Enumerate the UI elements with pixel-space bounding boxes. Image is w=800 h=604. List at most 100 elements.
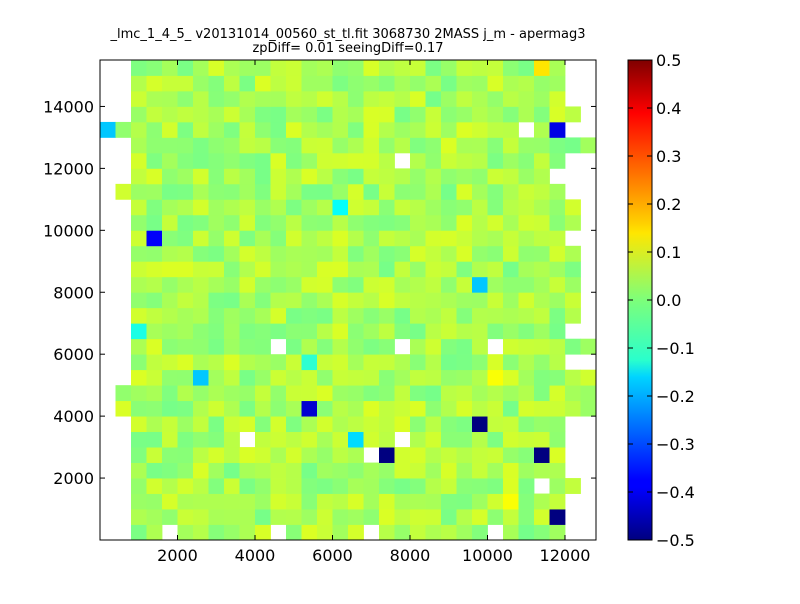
heatmap-cell	[115, 121, 132, 138]
heatmap-cell	[162, 462, 178, 479]
x-tick-label: 10000	[462, 546, 513, 565]
heatmap-cell	[425, 199, 442, 216]
heatmap-cell	[162, 75, 178, 92]
heatmap-cell	[208, 385, 225, 402]
heatmap-cell	[177, 478, 194, 494]
heatmap-cell	[208, 183, 225, 200]
heatmap-cell	[162, 152, 178, 169]
heatmap-cell	[193, 292, 209, 309]
heatmap-cell	[394, 121, 411, 138]
x-axis: 2000 4000 6000 8000 10000 12000	[157, 60, 590, 565]
heatmap-cell	[456, 493, 473, 510]
heatmap-cell	[131, 400, 147, 417]
heatmap-cell	[131, 354, 147, 371]
heatmap-cell	[193, 447, 209, 463]
heatmap-cell	[193, 385, 209, 402]
heatmap-cell	[270, 400, 287, 417]
heatmap-cell	[270, 121, 287, 138]
heatmap-cell	[348, 292, 364, 309]
heatmap-cell	[239, 121, 256, 138]
heatmap-cell	[487, 447, 504, 463]
heatmap-cell	[487, 245, 504, 262]
heatmap-cell	[441, 199, 457, 216]
heatmap-cell	[208, 447, 225, 463]
heatmap-cell	[239, 369, 256, 386]
heatmap-cell	[379, 183, 395, 200]
heatmap-cell	[394, 416, 411, 433]
heatmap-cell	[286, 385, 302, 402]
heatmap-cell	[224, 168, 240, 185]
heatmap-cell	[487, 307, 504, 324]
heatmap-cell	[193, 509, 209, 525]
heatmap-cell	[518, 509, 535, 525]
heatmap-cell	[317, 478, 333, 494]
heatmap-cell	[487, 369, 504, 386]
heatmap-cell	[162, 245, 178, 262]
heatmap-cell	[301, 199, 318, 216]
heatmap-cell	[348, 137, 364, 154]
heatmap-cell	[224, 261, 240, 278]
heatmap-cell	[549, 509, 566, 525]
heatmap-cell	[255, 400, 271, 417]
heatmap-cell	[549, 369, 566, 386]
heatmap-cell	[549, 183, 566, 200]
heatmap-cell	[441, 447, 457, 463]
heatmap-cell	[286, 245, 302, 262]
heatmap-cell	[503, 261, 519, 278]
heatmap-cell	[503, 509, 519, 525]
heatmap-cell	[410, 152, 426, 169]
heatmap-cell	[549, 75, 566, 92]
heatmap-cell	[177, 230, 194, 247]
heatmap-cell	[503, 524, 519, 541]
heatmap-cell	[332, 214, 349, 231]
heatmap-cell	[410, 106, 426, 123]
heatmap-cell	[162, 121, 178, 138]
heatmap-cell	[146, 261, 163, 278]
heatmap-cell	[379, 292, 395, 309]
heatmap-cell	[534, 121, 550, 138]
heatmap-cell	[503, 462, 519, 479]
heatmap-cell	[425, 354, 442, 371]
heatmap-cell	[425, 121, 442, 138]
heatmap-cell	[503, 214, 519, 231]
heatmap-cell	[270, 447, 287, 463]
heatmap-cell	[441, 478, 457, 494]
y-tick-label: 6000	[53, 345, 94, 364]
heatmap-cell	[534, 338, 550, 355]
heatmap-cell	[255, 60, 271, 76]
heatmap-cell	[301, 245, 318, 262]
heatmap-cell	[518, 214, 535, 231]
heatmap-cell	[208, 416, 225, 433]
heatmap-cell	[301, 416, 318, 433]
heatmap-cell	[332, 509, 349, 525]
heatmap-cell	[363, 493, 380, 510]
heatmap-cell	[580, 338, 597, 355]
heatmap-cell	[472, 137, 488, 154]
heatmap-cell	[534, 385, 550, 402]
heatmap-cell	[208, 509, 225, 525]
heatmap-cell	[146, 447, 163, 463]
heatmap-cell	[425, 152, 442, 169]
heatmap-cell	[456, 509, 473, 525]
heatmap-cell	[208, 462, 225, 479]
heatmap-cell	[332, 60, 349, 76]
heatmap-cell	[162, 478, 178, 494]
heatmap-cell	[456, 168, 473, 185]
heatmap-cell	[270, 493, 287, 510]
heatmap-cell	[456, 230, 473, 247]
heatmap-cell	[224, 75, 240, 92]
heatmap-cell	[239, 75, 256, 92]
y-tick-label: 8000	[53, 283, 94, 302]
heatmap-cell	[193, 493, 209, 510]
heatmap-cell	[394, 276, 411, 293]
heatmap-cell	[348, 524, 364, 541]
heatmap-cell	[379, 276, 395, 293]
heatmap-cell	[332, 245, 349, 262]
heatmap-cell	[503, 338, 519, 355]
heatmap-cell	[239, 292, 256, 309]
heatmap-cell	[379, 60, 395, 76]
heatmap-cell	[472, 354, 488, 371]
heatmap-cell	[162, 261, 178, 278]
heatmap-cell	[332, 478, 349, 494]
heatmap-cell	[487, 90, 504, 107]
